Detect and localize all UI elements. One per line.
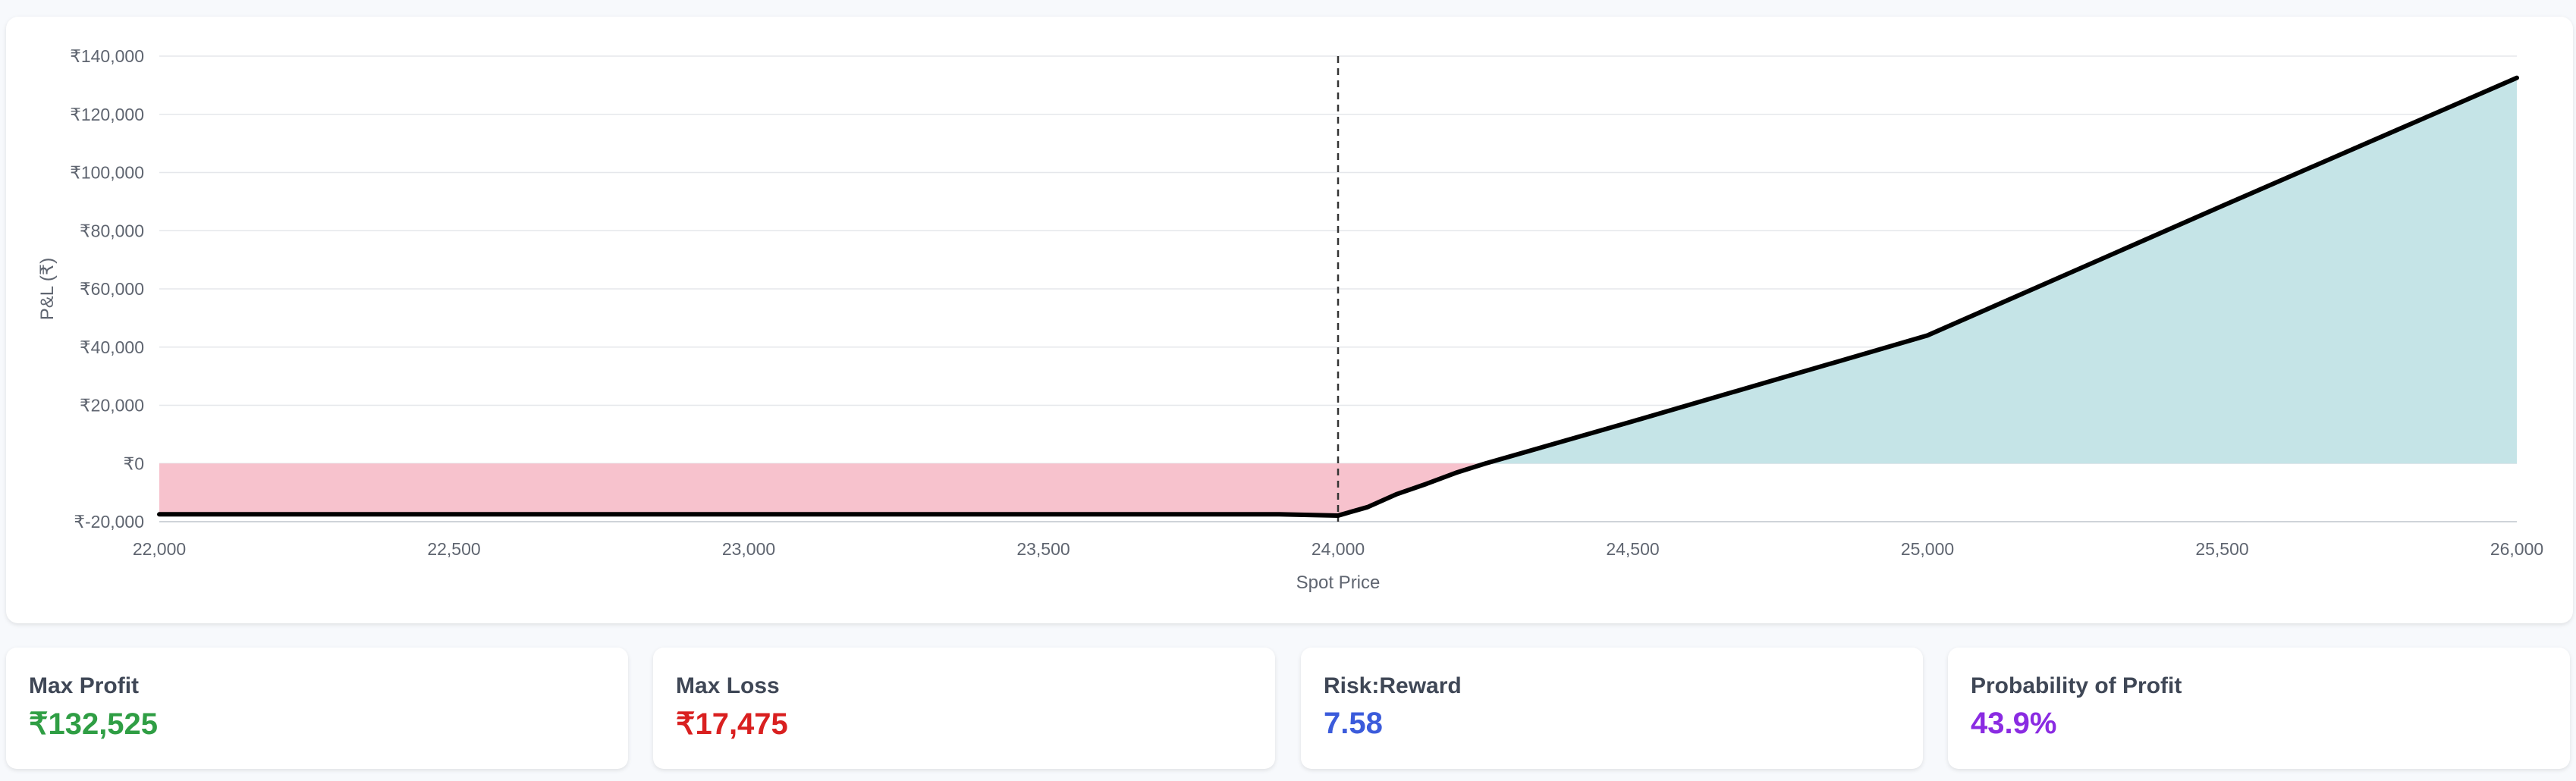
x-tick-label: 26,000 — [2490, 539, 2543, 559]
y-tick-label: ₹-20,000 — [74, 512, 144, 532]
x-tick-label: 24,500 — [1606, 539, 1659, 559]
y-tick-label: ₹120,000 — [70, 105, 144, 124]
stat-label: Max Loss — [676, 673, 780, 698]
stats-row: Max Profit ₹132,525 Max Loss ₹17,475 Ris… — [6, 648, 2573, 769]
y-tick-label: ₹20,000 — [80, 396, 144, 416]
payoff-chart: ₹-20,000 ₹0 ₹20,000 ₹40,000 ₹60,000 ₹80,000 ₹1… — [37, 46, 2543, 593]
stat-label: Probability of Profit — [1971, 673, 2182, 698]
stat-value: 43.9% — [1971, 707, 2057, 740]
y-tick-label: ₹140,000 — [70, 46, 144, 66]
stat-value: 7.58 — [1324, 707, 1383, 740]
y-tick-label: ₹60,000 — [80, 279, 144, 299]
loss-area — [159, 463, 1486, 516]
x-tick-label: 22,500 — [427, 539, 480, 559]
x-tick-label: 23,500 — [1016, 539, 1070, 559]
x-tick-label: 25,500 — [2195, 539, 2248, 559]
stat-card-risk-reward: Risk:Reward 7.58 — [1301, 648, 1923, 769]
payoff-line — [157, 75, 2519, 518]
stat-value: ₹17,475 — [676, 707, 788, 741]
y-tick-label: ₹40,000 — [80, 337, 144, 357]
stat-card-max-profit: Max Profit ₹132,525 — [6, 648, 628, 769]
x-tick-label: 25,000 — [1901, 539, 1954, 559]
y-axis-label: P&L (₹) — [37, 258, 58, 320]
x-tick-label: 23,000 — [722, 539, 775, 559]
x-axis-label: Spot Price — [1296, 572, 1381, 593]
y-tick-label: ₹80,000 — [80, 221, 144, 240]
payoff-chart-card: ₹-20,000 ₹0 ₹20,000 ₹40,000 ₹60,000 ₹80,000 ₹1… — [6, 17, 2573, 623]
x-tick-label: 22,000 — [133, 539, 186, 559]
stat-label: Risk:Reward — [1324, 673, 1462, 698]
stat-card-probability-of-profit: Probability of Profit 43.9% — [1948, 648, 2570, 769]
stat-card-max-loss: Max Loss ₹17,475 — [653, 648, 1275, 769]
profit-area — [1485, 77, 2517, 464]
y-tick-label: ₹100,000 — [70, 163, 144, 183]
y-tick-label: ₹0 — [124, 453, 144, 473]
stat-label: Max Profit — [29, 673, 140, 698]
x-tick-label: 24,000 — [1312, 539, 1365, 559]
stat-value: ₹132,525 — [29, 707, 159, 741]
